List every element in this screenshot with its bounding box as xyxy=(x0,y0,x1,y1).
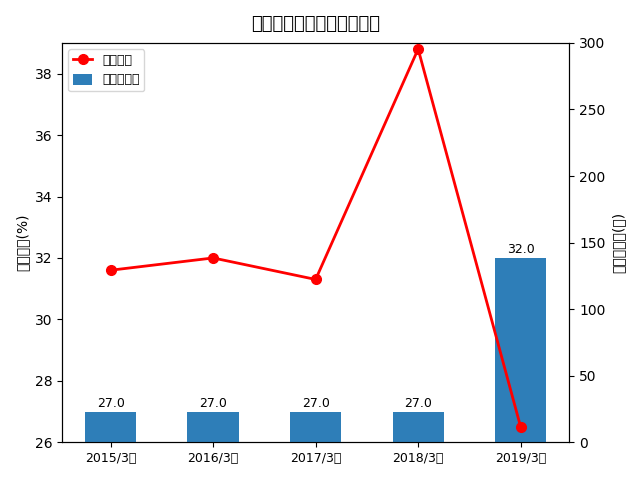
Y-axis label: 配当性向(%): 配当性向(%) xyxy=(15,214,29,271)
Bar xyxy=(495,258,547,480)
Text: 27.0: 27.0 xyxy=(199,397,227,410)
Bar xyxy=(85,411,136,480)
Bar xyxy=(188,411,239,480)
Bar xyxy=(290,411,341,480)
配当性向 xyxy=(517,424,525,430)
Y-axis label: １株配当金(円): １株配当金(円) xyxy=(611,212,625,273)
Legend: 配当性向, １株配当金: 配当性向, １株配当金 xyxy=(68,49,145,91)
Bar xyxy=(392,411,444,480)
Title: １株配当と配当性向の推移: １株配当と配当性向の推移 xyxy=(251,15,380,33)
配当性向 xyxy=(107,267,115,273)
配当性向 xyxy=(312,276,319,282)
配当性向 xyxy=(414,46,422,52)
配当性向 xyxy=(209,255,217,261)
Text: 32.0: 32.0 xyxy=(507,243,534,256)
Text: 27.0: 27.0 xyxy=(404,397,432,410)
Line: 配当性向: 配当性向 xyxy=(106,44,525,432)
Text: 27.0: 27.0 xyxy=(97,397,125,410)
Text: 27.0: 27.0 xyxy=(301,397,330,410)
